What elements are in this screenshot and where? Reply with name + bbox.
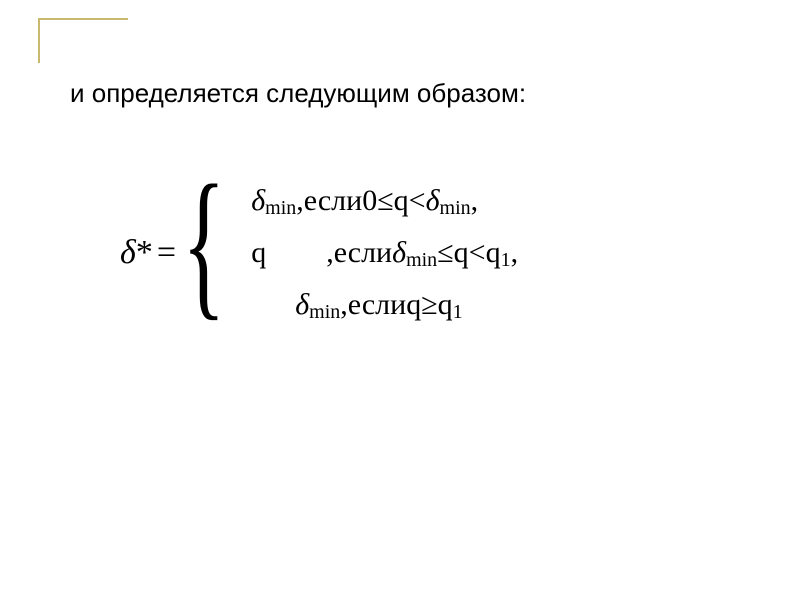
case-line-3: δmin , если q≥q1 (251, 288, 518, 322)
case3-comma: , (340, 288, 348, 322)
case2-comma: , (326, 236, 334, 270)
case2-q1sub: 1 (501, 249, 511, 272)
case3-sub: min (309, 301, 340, 324)
case2-end: , (511, 236, 519, 270)
case1-cond-expr: 0≤q< (362, 184, 425, 218)
left-brace: { (182, 160, 226, 325)
case3-cond-word: если (348, 288, 406, 322)
case1-cond-sub: min (440, 197, 471, 220)
case2-cond-sub: min (406, 249, 437, 272)
equals-sign: = (157, 234, 176, 272)
case2-cond-mid: ≤q<q (437, 236, 500, 270)
delta-symbol: δ (120, 234, 136, 271)
case3-q1sub: 1 (453, 301, 463, 324)
case-line-2: q , если δmin ≤q<q1, (251, 236, 518, 270)
case1-sub: min (265, 197, 296, 220)
case2-q: q (251, 236, 266, 270)
case1-comma: , (296, 184, 304, 218)
case1-end: , (471, 184, 479, 218)
lhs-delta: δ* (120, 234, 153, 272)
decorative-corner (38, 18, 128, 63)
case1-cond-delta: δ (426, 184, 440, 218)
heading-text: и определяется следующим образом: (70, 78, 526, 109)
case2-cond-word: если (334, 236, 392, 270)
case2-cond-delta: δ (392, 236, 406, 270)
case3-delta: δ (295, 288, 309, 322)
case1-cond-word: если (304, 184, 362, 218)
case-line-1: δmin , если 0≤q<δmin , (251, 184, 518, 218)
case3-cond-expr: q≥q (406, 288, 452, 322)
equation-block: δ* = { δmin , если 0≤q<δmin , q , если δ… (120, 170, 518, 335)
cases-group: δmin , если 0≤q<δmin , q , если δmin ≤q<… (251, 184, 518, 322)
case1-delta: δ (251, 184, 265, 218)
star-symbol: * (136, 234, 153, 271)
